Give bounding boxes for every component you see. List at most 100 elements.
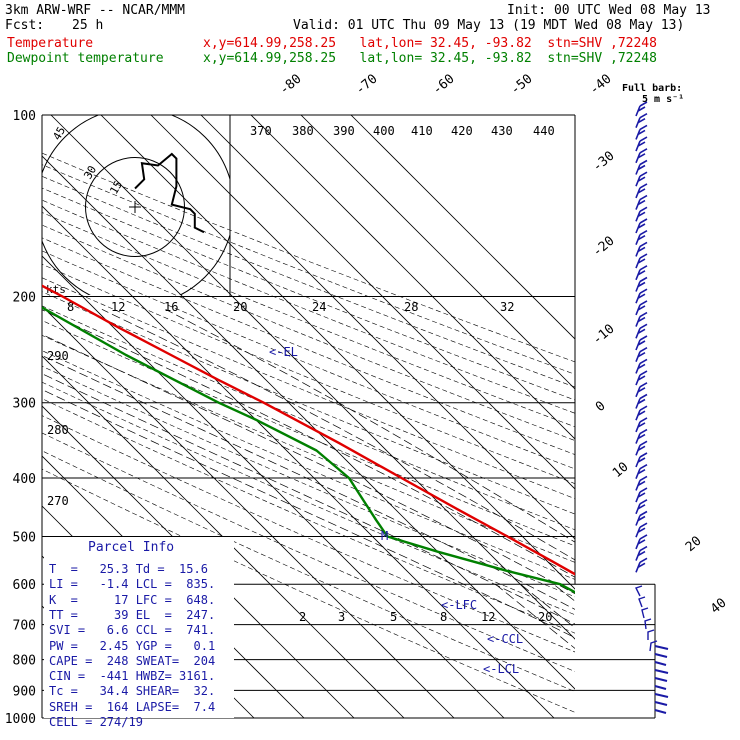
isotherm-label: -30 — [590, 148, 618, 175]
wind-barb — [635, 136, 648, 152]
theta-label: 270 — [47, 494, 69, 508]
theta-label: 440 — [533, 124, 555, 138]
mixing-ratio-label: 20 — [538, 610, 552, 624]
parcel-info-row: PW = 2.45 YGP = 0.1 — [49, 638, 216, 653]
wind-barb — [635, 124, 648, 140]
wind-barb — [654, 653, 668, 658]
hodograph-kts-label: kts — [46, 283, 66, 296]
wind-barb — [635, 499, 648, 515]
isotherm-label: -20 — [590, 233, 618, 260]
wind-barb — [654, 645, 669, 650]
temperature-location: x,y=614.99,258.25 lat,lon= 32.45, -93.82… — [203, 36, 657, 51]
init-time: Init: 00 UTC Wed 08 May 13 — [507, 3, 711, 18]
pressure-tick-label: 500 — [13, 530, 36, 545]
parcel-info-row: TT = 39 EL = 247. — [49, 607, 216, 622]
theta-label: 380 — [292, 124, 314, 138]
moist-adiabat-line — [42, 389, 575, 639]
isotherm-line — [42, 305, 455, 718]
wind-barb — [635, 276, 648, 292]
wind-barb — [654, 661, 667, 666]
wind-barb — [635, 311, 648, 327]
wind-barb — [654, 701, 668, 706]
wind-barb — [635, 288, 648, 304]
theta-label: 370 — [250, 124, 272, 138]
isotherm-label: 10 — [610, 460, 632, 482]
parcel-info-row: LI = -1.4 LCL = 835. — [49, 577, 216, 592]
wind-barb — [654, 709, 667, 714]
moist-adiabat-line — [42, 334, 575, 595]
isotherm-line — [42, 355, 405, 718]
isotherm-line — [200, 115, 575, 490]
hodograph-area: 15 30 45 — [42, 115, 230, 295]
isotherm-line — [42, 155, 575, 690]
wind-barb — [635, 428, 648, 444]
isotherm-label: -10 — [590, 321, 618, 348]
wind-barb — [635, 358, 648, 374]
wind-barb — [635, 464, 648, 479]
hodograph-scale-label: 24 — [312, 300, 326, 314]
wind-barb — [654, 693, 669, 698]
mixing-ratio-label: 2 — [299, 610, 306, 624]
level-marker: <-LCL — [483, 662, 519, 676]
wind-barb — [638, 596, 646, 608]
wind-barb — [635, 323, 648, 339]
speed-ring-label: 15 — [107, 179, 125, 197]
wind-barb — [635, 183, 648, 199]
theta-label: 390 — [333, 124, 355, 138]
isotherm-line — [250, 115, 575, 440]
isotherm-label: 0 — [593, 399, 609, 416]
mixing-ratio-label: 3 — [338, 610, 345, 624]
theta-label: 400 — [373, 124, 395, 138]
parcel-info-row: SREH = 164 LAPSE= 7.4 — [49, 699, 216, 714]
wind-barb — [635, 206, 648, 222]
theta-label: 410 — [411, 124, 433, 138]
level-marker: <-CCL — [487, 632, 523, 646]
wind-barb — [635, 510, 648, 526]
isotherm-line — [42, 405, 355, 718]
wind-barb — [635, 370, 648, 386]
dewpoint-profile — [42, 306, 575, 594]
mixing-ratio-line — [495, 583, 575, 649]
temperature-legend: Temperature — [7, 36, 94, 51]
wind-barb — [635, 347, 648, 362]
wind-barb — [635, 171, 648, 187]
isotherm-line — [150, 115, 575, 540]
wind-barb — [635, 382, 648, 398]
moist-adiabat-line — [42, 373, 575, 625]
wind-barb — [635, 230, 648, 245]
parcel-info-row: CIN = -441 HWBZ= 3161. — [49, 669, 216, 684]
dewpoint-legend: Dewpoint temperature — [7, 51, 164, 66]
model-title: 3km ARW-WRF -- NCAR/MMM — [5, 3, 186, 18]
wind-barb — [635, 545, 648, 561]
speed-ring-label: 30 — [81, 164, 99, 182]
wind-barb — [635, 218, 648, 234]
barb-scale-units: 5 m s⁻¹ — [642, 94, 685, 105]
hodograph-scale-label: 32 — [500, 300, 514, 314]
hodograph-scale-label: 8 — [67, 300, 74, 314]
hodograph-scale-label: 20 — [233, 300, 247, 314]
hodograph-scale-label: 16 — [164, 300, 178, 314]
mixing-ratio-label: 5 — [390, 610, 397, 624]
dewpoint-location: x,y=614.99,258.25 lat,lon= 32.45, -93.82… — [203, 51, 657, 66]
speed-ring-label: 45 — [50, 125, 68, 143]
wind-barb — [635, 300, 648, 316]
wind-barb — [635, 475, 648, 491]
pressure-tick-label: 1000 — [5, 712, 36, 727]
temperature-profile — [42, 284, 575, 576]
theta-label: 420 — [451, 124, 473, 138]
pressure-tick-label: 400 — [13, 472, 36, 487]
parcel-info-row: Tc = 34.4 SHEAR= 32. — [49, 684, 216, 699]
wind-barb — [635, 534, 648, 550]
forecast-label: Fcst: — [5, 18, 45, 33]
level-marker: M — [381, 529, 388, 543]
parcel-info-row: CELL = 274/19 — [49, 715, 143, 729]
theta-label: 280 — [47, 423, 69, 437]
wind-barb — [641, 607, 649, 619]
pressure-tick-label: 300 — [13, 397, 36, 412]
dry-adiabat-line — [42, 187, 575, 401]
forecast-hour: 25 h — [72, 18, 104, 33]
wind-barb — [635, 405, 648, 421]
level-marker: <-LFC — [441, 598, 477, 612]
